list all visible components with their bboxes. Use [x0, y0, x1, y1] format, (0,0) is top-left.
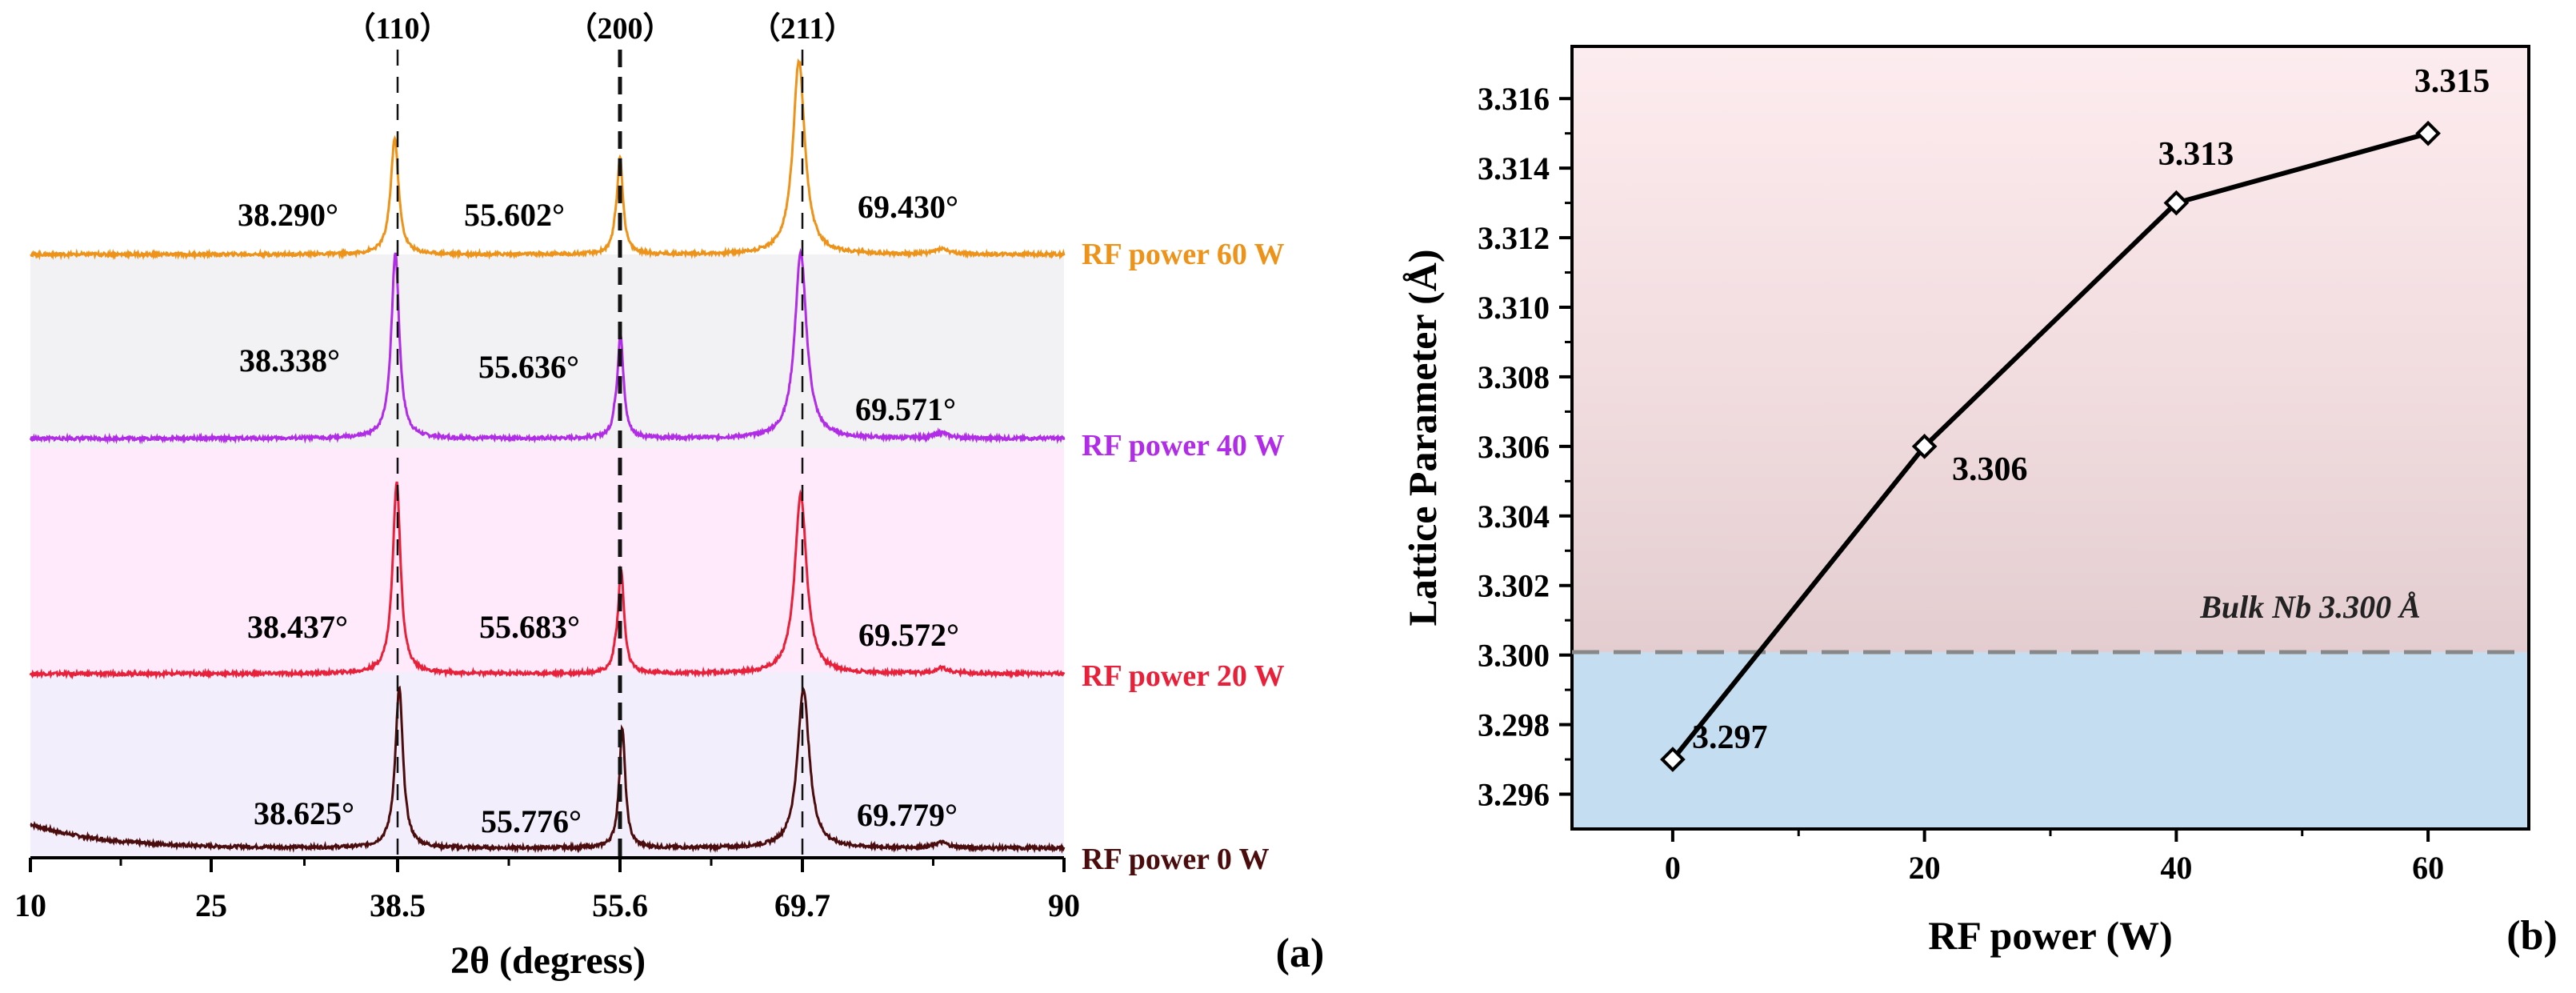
series-band — [30, 448, 1064, 672]
peak-label: 69.572° — [858, 617, 959, 653]
peak-label: 38.290° — [238, 197, 338, 233]
point-label: 3.313 — [2158, 136, 2234, 173]
data-marker — [1911, 434, 1938, 459]
y-tick-label: 3.304 — [1478, 499, 1550, 535]
series-label: RF power 20 W — [1082, 659, 1285, 693]
x-tick-label: 20 — [1909, 850, 1941, 886]
upper-region-fill — [1572, 46, 2529, 652]
y-tick-label: 3.312 — [1478, 220, 1550, 256]
y-tick-label: 3.306 — [1478, 429, 1550, 465]
y-tick-label: 3.308 — [1478, 359, 1550, 395]
lattice-panel: Bulk Nb 3.300 Å 3.296 3.298 3.300 3.302 3.30… — [1400, 45, 2558, 959]
peak-label: 55.776° — [481, 803, 582, 839]
data-marker — [2415, 120, 2441, 146]
x-axis: 0 20 40 60 — [1665, 829, 2444, 886]
x-tick-label: 60 — [2412, 850, 2444, 886]
x-tick-label: 0 — [1665, 850, 1681, 886]
lattice-markers — [1660, 120, 2441, 772]
x-axis: 10 25 38.5 55.6 69.7 90 — [14, 856, 1080, 923]
peak-label: 69.779° — [857, 797, 958, 833]
peak-label: 55.636° — [478, 349, 579, 385]
peak-label: 69.430° — [858, 189, 958, 225]
peak-label: 38.437° — [247, 609, 348, 645]
x-tick-label: 40 — [2160, 850, 2192, 886]
peak-label: 55.683° — [479, 609, 580, 645]
panel-label-b: (b) — [2506, 913, 2558, 959]
y-axis: 3.296 3.298 3.300 3.302 3.304 3.306 3.308 3.310… — [1478, 81, 1572, 813]
series-band — [30, 672, 1064, 858]
x-axis-title: 2θ (degress) — [450, 939, 646, 982]
x-tick-label: 25 — [195, 887, 227, 923]
point-label: 3.297 — [1692, 719, 1768, 756]
background-bands — [30, 254, 1064, 858]
peak-label: 38.338° — [239, 342, 340, 378]
y-axis-title: Lattice Parameter (Å) — [1400, 249, 1445, 626]
lower-region-fill — [1572, 652, 2529, 829]
lattice-line — [1670, 130, 2429, 761]
y-tick-label: 3.310 — [1478, 290, 1550, 326]
series-band — [30, 254, 1064, 448]
x-tick-label: 38.5 — [370, 887, 426, 923]
data-marker — [2163, 190, 2190, 216]
data-marker — [1660, 747, 1686, 772]
hkl-label-211: （211） — [750, 12, 855, 46]
y-tick-label: 3.316 — [1478, 81, 1550, 117]
y-tick-label: 3.314 — [1478, 150, 1550, 186]
y-tick-label: 3.298 — [1478, 707, 1550, 743]
xrd-curve — [30, 58, 1066, 261]
x-tick-label: 10 — [14, 887, 46, 923]
y-tick-label: 3.296 — [1478, 777, 1550, 813]
xrd-panel: 10 25 38.5 55.6 69.7 90 2θ (degress) (a)… — [14, 12, 1324, 982]
x-tick-label: 69.7 — [774, 887, 830, 923]
series-label: RF power 60 W — [1082, 238, 1285, 271]
hkl-label-110: （110） — [346, 12, 450, 46]
x-axis-title: RF power (W) — [1928, 913, 2173, 958]
point-label: 3.315 — [2414, 63, 2490, 100]
peak-label: 38.625° — [254, 795, 354, 831]
series-label: RF power 40 W — [1082, 429, 1285, 462]
peak-label: 55.602° — [464, 197, 565, 233]
y-tick-label: 3.302 — [1478, 568, 1550, 604]
x-tick-label: 90 — [1048, 887, 1080, 923]
hkl-label-200: （200） — [566, 12, 673, 46]
x-tick-label: 55.6 — [592, 887, 648, 923]
xrd-curve — [30, 685, 1066, 855]
y-tick-label: 3.300 — [1478, 638, 1550, 674]
xrd-curve — [29, 247, 1066, 445]
panel-label-a: (a) — [1276, 931, 1325, 976]
xrd-curves — [29, 58, 1066, 855]
series-label: RF power 0 W — [1082, 843, 1270, 876]
bulk-nb-label: Bulk Nb 3.300 Å — [2199, 589, 2421, 625]
point-label: 3.306 — [1952, 451, 2028, 488]
xrd-curve — [29, 481, 1066, 680]
peak-label: 69.571° — [855, 391, 956, 427]
